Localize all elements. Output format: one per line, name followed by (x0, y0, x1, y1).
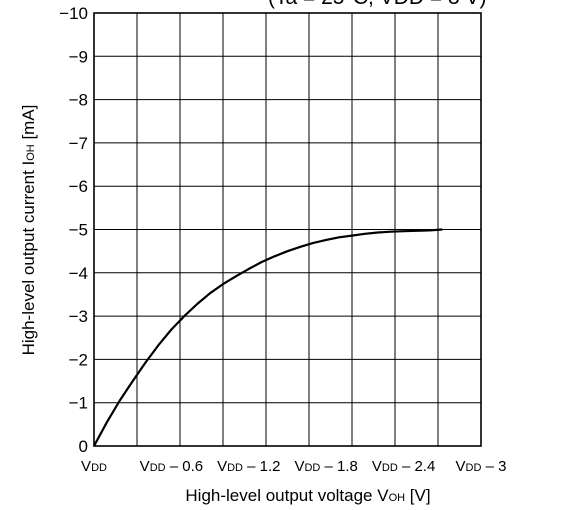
x-tick-label-rest: – 1.8 (320, 458, 358, 475)
x-tick-label-sub: DD (91, 462, 107, 474)
y-axis-label-unit: [mA] (19, 105, 38, 145)
x-tick-label: VDD (81, 458, 107, 475)
y-tick-label: −7 (69, 134, 88, 153)
y-axis-label: High-level output current IOH [mA] (19, 105, 38, 356)
x-axis-label-sub: OH (389, 492, 406, 504)
y-tick-label: 0 (79, 437, 88, 456)
x-tick-label-rest: – 0.6 (166, 458, 204, 475)
x-tick-label-sub: DD (466, 462, 482, 474)
y-tick-label: −9 (69, 47, 88, 66)
x-tick-label: VDD – 2.4 (372, 458, 435, 475)
y-tick-label: −10 (59, 4, 88, 23)
x-tick-label: VDD – 1.2 (217, 458, 280, 475)
y-tick-label: −6 (69, 177, 88, 196)
plot-frame (93, 12, 482, 447)
x-tick-label-rest: – 3 (481, 458, 506, 475)
x-tick-label: VDD – 3 (456, 458, 507, 475)
chart-condition-caption: (Ta = 25°C, VDD = 3 V) (268, 0, 486, 9)
x-axis-label: High-level output voltage VOH [V] (185, 486, 430, 505)
y-axis-label-sub: OH (25, 144, 37, 161)
x-tick-label-main: V (456, 458, 466, 475)
y-tick-label: −1 (69, 394, 88, 413)
y-axis-label-main: High-level output current I (19, 161, 38, 356)
x-tick-label: VDD – 1.8 (294, 458, 357, 475)
x-tick-label-main: V (217, 458, 227, 475)
x-tick-label-sub: DD (227, 462, 243, 474)
x-tick-label-main: V (294, 458, 304, 475)
x-tick-label-rest: – 1.2 (243, 458, 281, 475)
y-tick-label: −2 (69, 350, 88, 369)
x-tick-label-rest: – 2.4 (398, 458, 436, 475)
x-tick-label-main: V (81, 458, 91, 475)
x-tick-label-sub: DD (150, 462, 166, 474)
y-tick-label: −3 (69, 307, 88, 326)
grid (94, 13, 481, 446)
x-axis-ticks: VDD VDD – 0.6 VDD – 1.2 VDD – 1.8 VDD – 2.4 V… (81, 458, 506, 475)
series-line (93, 228, 443, 447)
x-axis-label-unit: [V] (405, 486, 431, 505)
x-tick-label-sub: DD (304, 462, 320, 474)
y-tick-label: −8 (69, 91, 88, 110)
x-axis-label-main: High-level output voltage V (185, 486, 389, 505)
y-axis-ticks: 0 −1 −2 −3 −4 −5 −6 −7 −8 −9 −10 (59, 4, 88, 456)
x-tick-label-sub: DD (382, 462, 398, 474)
x-tick-label-main: V (372, 458, 382, 475)
y-tick-label: −5 (69, 221, 88, 240)
y-tick-label: −4 (69, 264, 88, 283)
x-tick-label: VDD – 0.6 (140, 458, 203, 475)
x-tick-label-main: V (140, 458, 150, 475)
